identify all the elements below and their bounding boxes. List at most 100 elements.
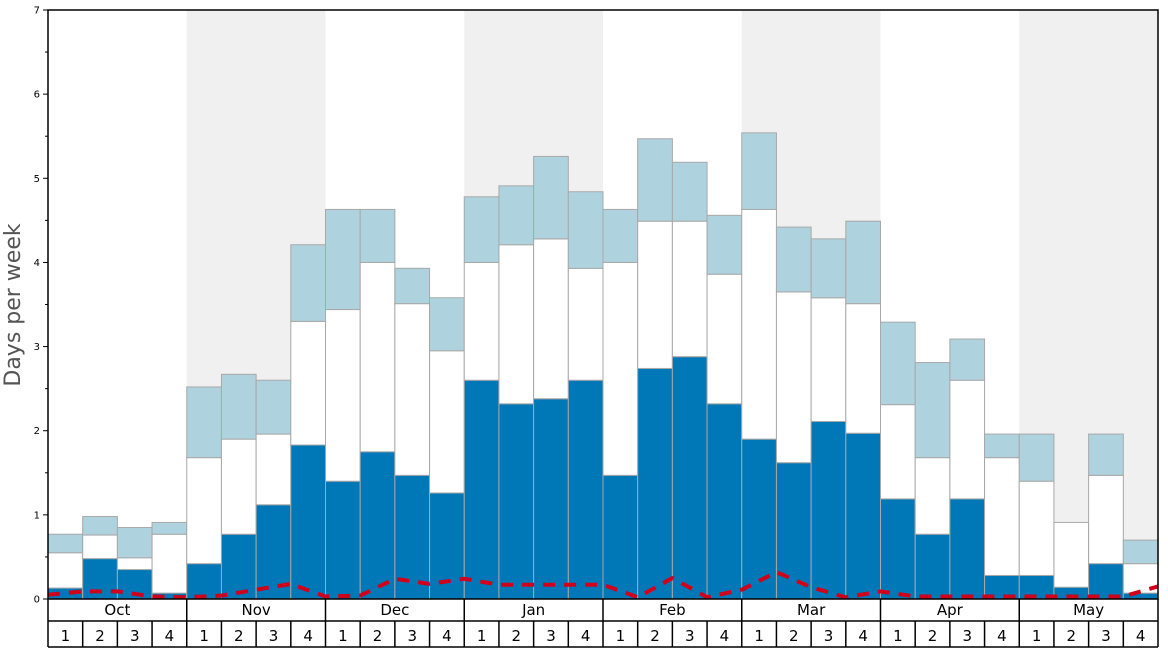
bar-segment <box>845 220 881 305</box>
week-label: 3 <box>685 627 695 645</box>
week-label: 2 <box>650 627 660 645</box>
week-label: 4 <box>581 627 591 645</box>
week-label: 1 <box>199 627 209 645</box>
bar-segment <box>880 498 916 600</box>
week-label: 2 <box>95 627 105 645</box>
y-tick-label: 0 <box>34 595 40 606</box>
week-label: 3 <box>130 627 140 645</box>
week-label: 4 <box>442 627 452 645</box>
bars <box>47 132 1159 600</box>
bar-segment <box>671 220 708 358</box>
bar-segment <box>1018 480 1055 576</box>
bar-segment <box>82 516 118 536</box>
bar-segment <box>949 498 986 600</box>
bar-segment <box>706 403 743 600</box>
week-label: 1 <box>616 627 626 645</box>
y-axis-label: Days per week <box>1 223 26 386</box>
week-label: 4 <box>303 627 313 645</box>
bar-segment <box>1122 539 1159 565</box>
bar-segment <box>637 367 673 600</box>
week-label: 1 <box>754 627 764 645</box>
bar-segment <box>290 244 326 322</box>
y-tick-label: 5 <box>34 174 40 185</box>
bar-segment <box>1053 521 1090 588</box>
y-tick-label: 3 <box>34 342 40 353</box>
bar-segment <box>463 261 500 381</box>
bar-segment <box>116 526 153 559</box>
week-label: 1 <box>1032 627 1042 645</box>
week-label: 1 <box>893 627 903 645</box>
month-label: Dec <box>380 601 409 619</box>
bar-segment <box>880 404 916 500</box>
bar-segment <box>290 444 326 600</box>
bar-segment <box>706 273 743 405</box>
month-label: Oct <box>104 601 130 619</box>
bar-segment <box>880 321 916 406</box>
bar-segment <box>914 362 951 459</box>
y-tick-label: 4 <box>34 258 40 269</box>
bar-segment <box>186 386 222 459</box>
bar-segment <box>82 534 118 560</box>
week-label: 4 <box>1136 627 1146 645</box>
bar-segment <box>671 161 708 222</box>
x-axis: Oct Nov Dec Jan Feb Mar Apr May 1 2 3 4 1 2 3 4 1 2 3 4 1 2 3 4… <box>47 599 1159 648</box>
trend-line <box>47 570 1159 600</box>
bar-segment <box>359 261 396 453</box>
week-label: 3 <box>546 627 556 645</box>
bar-segment <box>220 533 257 600</box>
bar-segment <box>741 438 777 600</box>
month-label: May <box>1073 601 1104 619</box>
week-label: 2 <box>789 627 799 645</box>
week-label: 3 <box>824 627 834 645</box>
week-label: 3 <box>962 627 972 645</box>
bar-segment <box>533 155 569 240</box>
bar-segment <box>706 214 743 275</box>
bar-segment <box>47 552 84 589</box>
bar-segment <box>602 474 639 600</box>
y-tick-label: 2 <box>34 426 40 437</box>
month-band <box>48 10 187 599</box>
bar-segment <box>984 457 1020 576</box>
week-label: 3 <box>1101 627 1111 645</box>
bar-segment <box>186 457 222 565</box>
bar-segment <box>775 462 812 600</box>
bar-segment <box>1088 474 1124 565</box>
bar-segment <box>498 403 535 600</box>
bar-segment <box>359 451 396 600</box>
bar-segment <box>810 238 847 299</box>
bar-segment <box>47 533 84 554</box>
bar-segment <box>151 533 188 594</box>
bar-segment <box>255 379 292 435</box>
bar-segment <box>984 433 1020 459</box>
bar-segment <box>914 457 951 535</box>
week-label: 1 <box>338 627 348 645</box>
y-axis: 0 1 2 3 4 5 6 7 <box>34 6 48 606</box>
bar-segment <box>637 220 673 369</box>
bar-segment <box>498 244 535 405</box>
bar-segment <box>567 267 604 381</box>
bar-segment <box>775 291 812 464</box>
y-tick-label: 6 <box>34 90 40 101</box>
bar-segment <box>325 309 361 482</box>
bar-segment <box>394 267 431 305</box>
bar-segment <box>949 379 986 500</box>
bar-segment <box>533 398 569 600</box>
month-label: Feb <box>659 601 686 619</box>
week-label: 2 <box>512 627 522 645</box>
bar-segment <box>116 557 153 571</box>
bar-segment <box>151 521 188 535</box>
bar-segment <box>949 338 986 381</box>
bar-segment <box>567 379 604 600</box>
bar-segment <box>220 373 257 440</box>
y-tick-label: 1 <box>34 510 40 521</box>
bar-segment <box>810 297 847 422</box>
bar-segment <box>810 420 847 600</box>
bar-segment <box>845 303 881 434</box>
bar-segment <box>602 208 639 263</box>
week-label: 3 <box>407 627 417 645</box>
bar-segment <box>775 226 812 293</box>
week-label: 4 <box>858 627 868 645</box>
bar-segment <box>325 480 361 600</box>
bar-segment <box>394 303 431 476</box>
